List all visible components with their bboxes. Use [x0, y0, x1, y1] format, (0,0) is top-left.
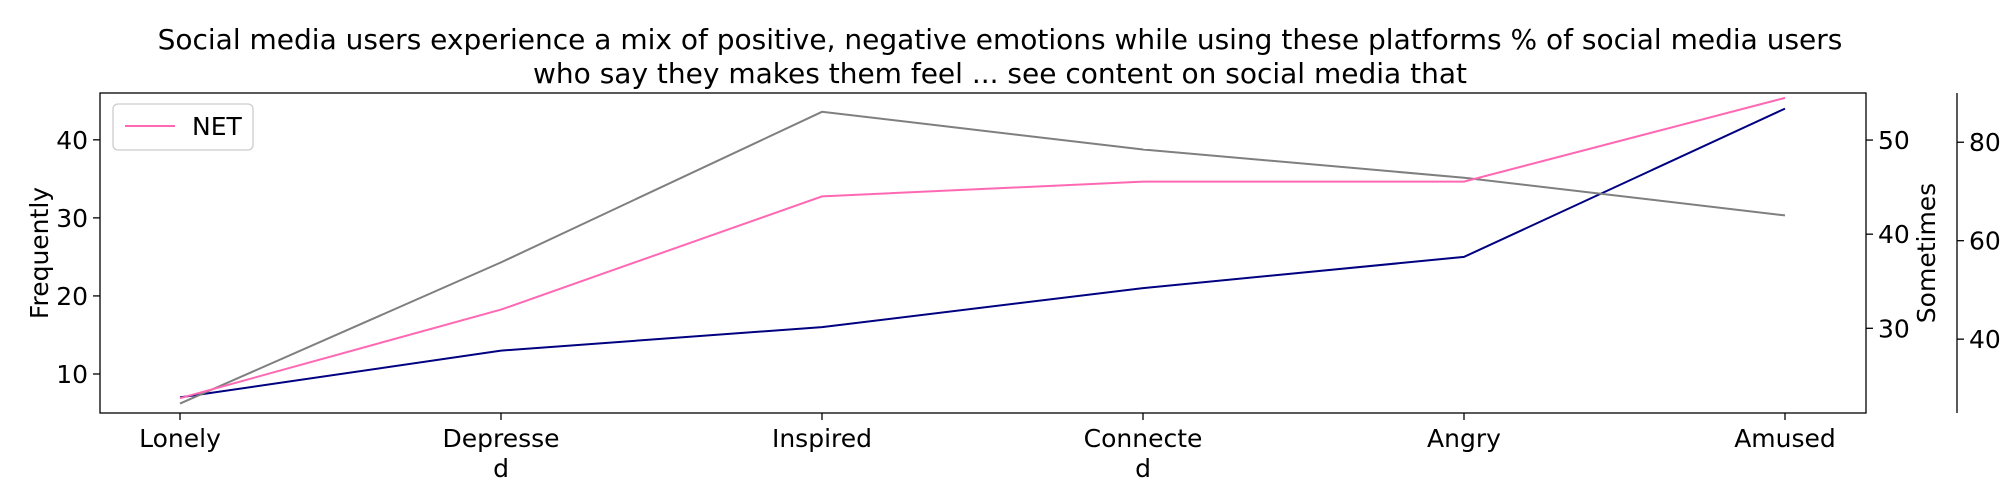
- left-axis-label: Frequently: [25, 187, 54, 319]
- right1-axis-label: Sometimes: [1912, 183, 1941, 323]
- x-axis: Lonely Depresse d Inspired Connecte d Angry Amu…: [139, 413, 1836, 483]
- left-tick-label: 20: [56, 282, 88, 311]
- x-tick-label: Lonely: [139, 424, 221, 453]
- x-tick-label: Depresse d: [442, 424, 559, 483]
- right1-tick-label: 30: [1878, 314, 1910, 343]
- chart-title-line: who say they makes them feel ... see con…: [533, 57, 1467, 90]
- right1-tick-label: 40: [1878, 220, 1910, 249]
- left-tick-label: 30: [56, 204, 88, 233]
- right1-tick-label: 50: [1878, 126, 1910, 155]
- legend: NET: [112, 103, 254, 151]
- left-tick-label: 40: [56, 126, 88, 155]
- series-layer: [179, 96, 1786, 405]
- chart-title-line: Social media users experience a mix of p…: [158, 23, 1843, 56]
- x-tick-label: Angry: [1427, 424, 1501, 453]
- right2-tick-label: 60: [1969, 227, 2000, 256]
- left-tick-label: 10: [56, 360, 88, 389]
- x-tick-label: Inspired: [772, 424, 872, 453]
- plot-frame: [99, 92, 1867, 414]
- legend-box: [112, 103, 254, 151]
- chart-title: Social media users experience a mix of p…: [158, 23, 1843, 90]
- right2-tick-label: 40: [1969, 325, 2000, 354]
- right-axis-net: 40 60 80: [1956, 93, 2000, 413]
- legend-label: NET: [192, 112, 242, 141]
- x-tick-label: Amused: [1734, 424, 1836, 453]
- right2-tick-label: 80: [1969, 128, 2000, 157]
- left-axis: 10 20 30 40 Frequently: [25, 126, 100, 389]
- series-line-net: [179, 96, 1786, 400]
- series-line-left: [179, 107, 1786, 399]
- series-line-right1: [179, 110, 1786, 405]
- x-tick-label: Connecte d: [1084, 424, 1203, 483]
